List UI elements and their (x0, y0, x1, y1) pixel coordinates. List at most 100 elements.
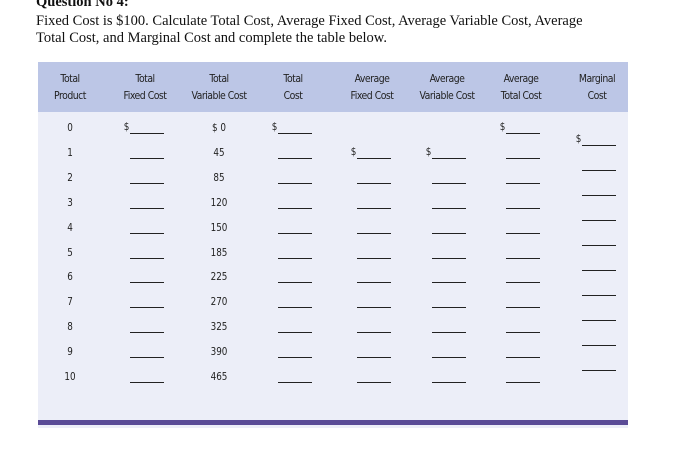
answer-blank (130, 357, 164, 359)
answer-blank (357, 207, 391, 209)
product-value: 6 (67, 270, 73, 284)
answer-blank (506, 133, 540, 134)
answer-blank (432, 282, 466, 284)
answer-blank (278, 157, 312, 159)
answer-blank (506, 257, 540, 259)
answer-blank (582, 220, 616, 222)
answer-blank (130, 133, 164, 134)
header-line: Total (209, 72, 229, 85)
answer-blank (357, 182, 391, 184)
answer-blank (130, 332, 164, 334)
answer-blank (432, 257, 466, 259)
cost-table: Total Product Total Fixed Cost Total Variable… (38, 62, 628, 428)
header-line: Variable Cost (419, 89, 475, 102)
answer-blank (506, 332, 540, 334)
answer-blank (582, 195, 616, 197)
product-value: 2 (67, 170, 73, 184)
variable-cost-value: 465 (210, 370, 228, 383)
answer-blank (582, 294, 616, 296)
header-line: Fixed Cost (350, 89, 394, 102)
answer-blank (432, 307, 466, 309)
answer-blank (432, 182, 466, 184)
product-value: 4 (67, 220, 73, 234)
dollar-sign: $ (575, 132, 582, 146)
answer-blank (582, 369, 616, 371)
variable-cost-value: 185 (210, 245, 228, 259)
variable-cost-value: 270 (210, 295, 228, 309)
product-value: 5 (67, 245, 73, 259)
product-value: 10 (64, 370, 76, 383)
question-text: Fixed Cost is $100. Calculate Total Cost… (36, 13, 583, 29)
header-line: Variable Cost (191, 89, 247, 102)
answer-blank (582, 269, 616, 271)
header-line: Fixed Cost (123, 89, 167, 102)
dollar-sign: $ (350, 144, 357, 158)
answer-blank (432, 357, 466, 359)
answer-blank (357, 382, 391, 383)
answer-blank (506, 382, 540, 383)
column-header: Total Cost (259, 70, 327, 104)
dollar-sign: $ (425, 144, 432, 158)
table-header: Total Product Total Fixed Cost Total Variable… (38, 62, 628, 112)
answer-blank (432, 332, 466, 334)
header-line: Average (429, 72, 465, 85)
header-line: Average (503, 72, 539, 85)
header-line: Cost (587, 89, 607, 102)
answer-blank (130, 307, 164, 309)
answer-blank (357, 232, 391, 234)
variable-cost-value: 85 (213, 170, 225, 184)
header-line: Average (354, 72, 390, 85)
question-title: Question No 4: (36, 0, 129, 10)
header-line: Total (135, 72, 155, 85)
answer-blank (506, 207, 540, 209)
column-header: Total Variable Cost (185, 70, 253, 104)
answer-blank (432, 207, 466, 209)
answer-blank (357, 307, 391, 309)
product-value: 1 (67, 145, 73, 159)
product-value: 9 (67, 345, 73, 359)
answer-blank (278, 357, 312, 359)
header-line: Total (283, 72, 303, 85)
header-line: Total Cost (500, 89, 542, 102)
answer-blank (506, 282, 540, 284)
answer-blank (357, 257, 391, 259)
answer-blank (278, 307, 312, 309)
answer-blank (582, 319, 616, 321)
answer-blank (506, 357, 540, 359)
answer-blank (278, 133, 312, 134)
answer-blank (130, 182, 164, 184)
answer-blank (278, 332, 312, 334)
answer-blank (357, 282, 391, 284)
answer-blank (357, 157, 391, 159)
product-value: 0 (67, 121, 73, 134)
variable-cost-value: 225 (210, 270, 228, 284)
column-header: Average Fixed Cost (338, 70, 406, 104)
header-line: Cost (283, 89, 303, 102)
product-value: 7 (67, 295, 73, 309)
variable-cost-value: 325 (210, 320, 228, 334)
answer-blank (130, 232, 164, 234)
answer-blank (582, 170, 616, 172)
answer-blank (278, 257, 312, 259)
answer-blank (506, 182, 540, 184)
answer-blank (278, 182, 312, 184)
answer-blank (506, 307, 540, 309)
variable-cost-value: 120 (210, 195, 228, 209)
bottom-bar (38, 420, 628, 425)
dollar-sign: $ (123, 120, 130, 133)
answer-blank (432, 157, 466, 159)
variable-cost-value: 150 (210, 220, 228, 234)
header-line: Total (60, 72, 80, 85)
answer-blank (278, 382, 312, 383)
answer-blank (278, 207, 312, 209)
answer-blank (130, 157, 164, 159)
question-text: Total Cost, and Marginal Cost and comple… (36, 30, 387, 46)
answer-blank (357, 332, 391, 334)
variable-cost-value: 390 (210, 345, 228, 359)
answer-blank (278, 232, 312, 234)
answer-blank (582, 245, 616, 247)
product-value: 3 (67, 195, 73, 209)
answer-blank (506, 157, 540, 159)
answer-blank (130, 257, 164, 259)
